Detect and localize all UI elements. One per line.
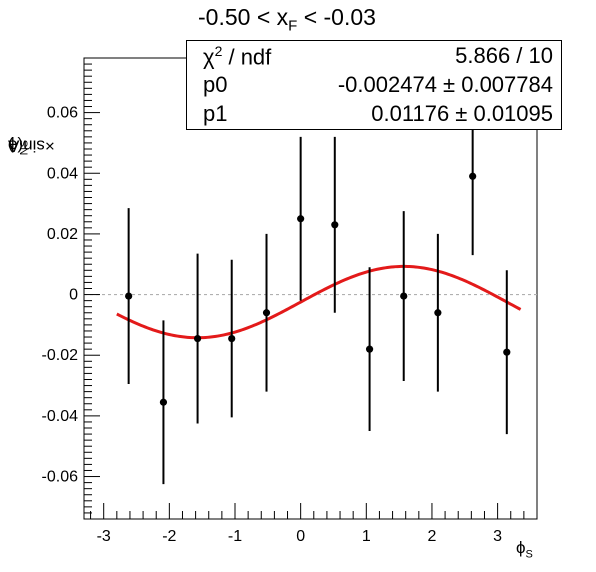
y-tick-label: -0.06: [42, 469, 79, 486]
stats-row-p0: p0 -0.002474 ± 0.007784: [203, 72, 553, 98]
point-marker: [125, 292, 133, 300]
fit-curve: [116, 264, 522, 340]
chi2-value: 5.866 / 10: [455, 43, 553, 68]
point-marker: [400, 292, 408, 300]
point-marker: [297, 215, 305, 223]
y-tick-label: 0: [69, 287, 78, 304]
data-point: [262, 233, 271, 392]
point-marker: [434, 309, 442, 317]
point-marker: [331, 221, 339, 229]
y-tick-label: 0.04: [47, 165, 78, 182]
data-point: [400, 211, 408, 382]
data-point: [434, 233, 442, 392]
point-marker: [365, 345, 374, 353]
data-point: [297, 136, 305, 301]
fit-stats-box: χ2 / ndf 5.866 / 10 p0 -0.002474 ± 0.007…: [186, 40, 562, 130]
chart-title: -0.50 < xF < -0.03: [198, 4, 376, 35]
x-tick-label: 1: [362, 528, 371, 545]
data-point: [228, 259, 236, 418]
x-tick-label: -3: [97, 528, 111, 545]
x-tick-label: 0: [296, 528, 305, 545]
p0-label: p0: [203, 72, 228, 97]
point-marker: [469, 172, 477, 180]
x-tick-label: 3: [493, 528, 502, 545]
chi2-label: χ2 / ndf: [203, 43, 272, 70]
stats-row-p1: p1 0.01176 ± 0.01095: [203, 101, 553, 127]
y-tick-label: -0.02: [42, 347, 79, 364]
x-tick-label: -2: [162, 528, 176, 545]
data-point: [503, 270, 511, 435]
p1-value: 0.01176 ± 0.01095: [371, 101, 553, 126]
point-marker: [193, 334, 202, 343]
p1-label: p1: [203, 101, 228, 126]
p0-value: -0.002474 ± 0.007784: [337, 72, 553, 97]
data-point: [159, 320, 168, 485]
point-marker: [159, 398, 168, 406]
x-axis-label: ϕS: [516, 538, 533, 561]
y-tick-label: 0.06: [47, 105, 78, 122]
data-point: [193, 253, 202, 424]
point-marker: [228, 334, 236, 343]
y-tick-label: -0.04: [42, 408, 79, 425]
y-axis-label: A N ×sin(ϕ S): [8, 136, 55, 156]
point-marker: [503, 348, 511, 356]
data-point: [331, 136, 339, 313]
x-tick-label: -1: [228, 528, 242, 545]
data-point: [125, 208, 133, 385]
stats-row-chi2: χ2 / ndf 5.866 / 10: [203, 43, 553, 69]
point-marker: [262, 309, 271, 317]
y-tick-label: 0.02: [47, 226, 78, 243]
data-point: [365, 267, 374, 432]
x-tick-label: 2: [428, 528, 437, 545]
